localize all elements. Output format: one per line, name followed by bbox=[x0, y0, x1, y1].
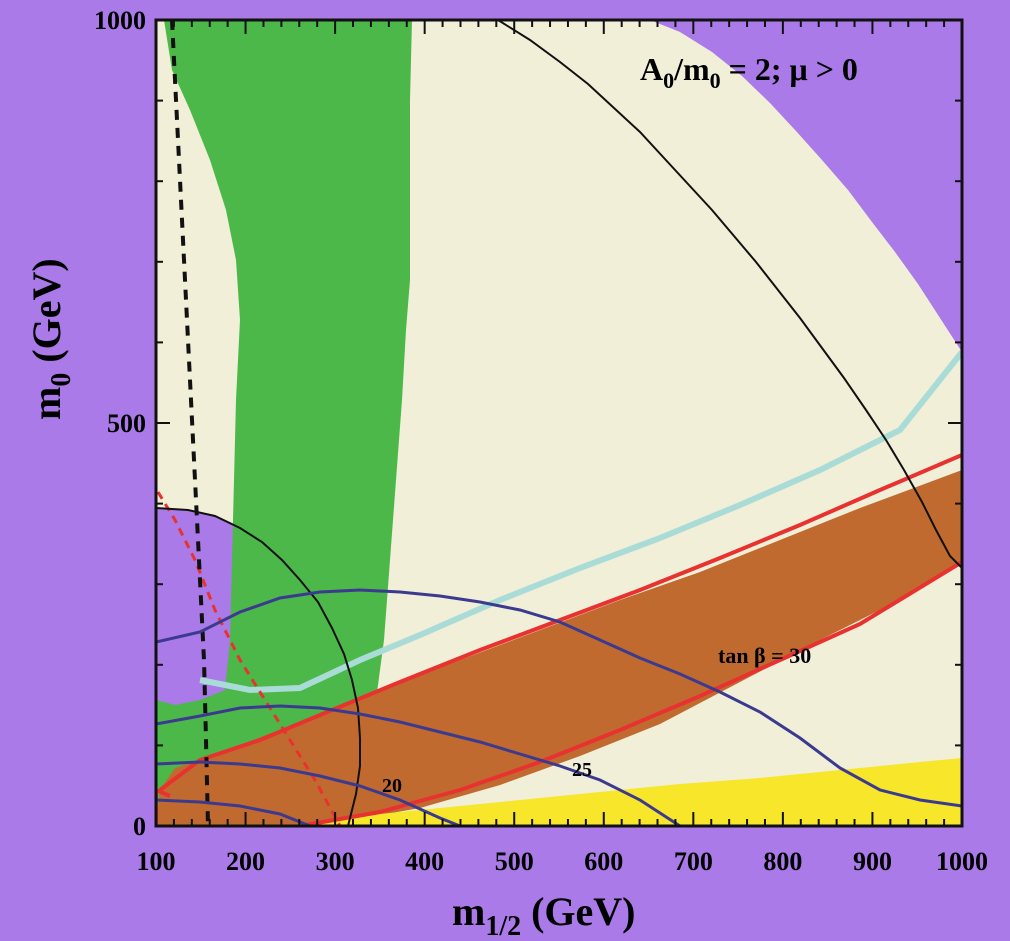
excluded-region-top-right bbox=[498, 20, 962, 352]
x-tick-label: 900 bbox=[853, 847, 892, 876]
chart-title: A0/m0 = 2; μ > 0 bbox=[640, 51, 858, 93]
x-tick-label: 100 bbox=[137, 847, 176, 876]
tachyonic-region bbox=[300, 758, 962, 826]
red-boundary-upper bbox=[158, 453, 962, 792]
annotation-25: 25 bbox=[572, 759, 592, 781]
black-boundary-top bbox=[497, 20, 962, 569]
black-boundary-lower bbox=[156, 507, 361, 826]
contour-tan-beta-low bbox=[156, 798, 311, 826]
x-tick-label: 300 bbox=[316, 847, 355, 876]
annotation-20: 20 bbox=[382, 775, 402, 797]
contour-tan-beta-25 bbox=[156, 704, 681, 826]
bsg-excluded-region bbox=[156, 20, 412, 826]
x-tick-label: 500 bbox=[495, 847, 534, 876]
y-tick-label: 500 bbox=[107, 409, 146, 438]
y-axis-label: m0 (GeV) bbox=[24, 258, 77, 420]
red-boundary-lower bbox=[299, 560, 962, 826]
plot-layers bbox=[156, 20, 962, 826]
x-axis-label: m1/2 (GeV) bbox=[452, 889, 636, 941]
stau-lsp-region bbox=[156, 470, 962, 826]
x-tick-label: 200 bbox=[226, 847, 265, 876]
x-tick-label: 800 bbox=[763, 847, 802, 876]
y-tick-label: 1000 bbox=[94, 6, 146, 35]
x-tick-label: 1000 bbox=[936, 847, 988, 876]
x-tick-label: 400 bbox=[405, 847, 444, 876]
contour-tan-beta-20 bbox=[156, 760, 461, 826]
red-dashed-line bbox=[156, 491, 342, 826]
black-dashed-line bbox=[170, 20, 210, 826]
wmap-strip bbox=[199, 350, 962, 694]
x-tick-label: 700 bbox=[674, 847, 713, 876]
x-axis-ticks: 100 200 300 400 500 600 700 800 900 1000 bbox=[137, 20, 988, 876]
red-left-edge bbox=[156, 787, 171, 826]
annotation-tan-beta-30: tan β = 30 bbox=[718, 643, 811, 668]
contour-tan-beta-30 bbox=[156, 588, 962, 808]
y-axis-ticks: 0 500 1000 bbox=[94, 6, 962, 841]
y-tick-label: 0 bbox=[133, 812, 146, 841]
x-tick-label: 600 bbox=[584, 847, 623, 876]
